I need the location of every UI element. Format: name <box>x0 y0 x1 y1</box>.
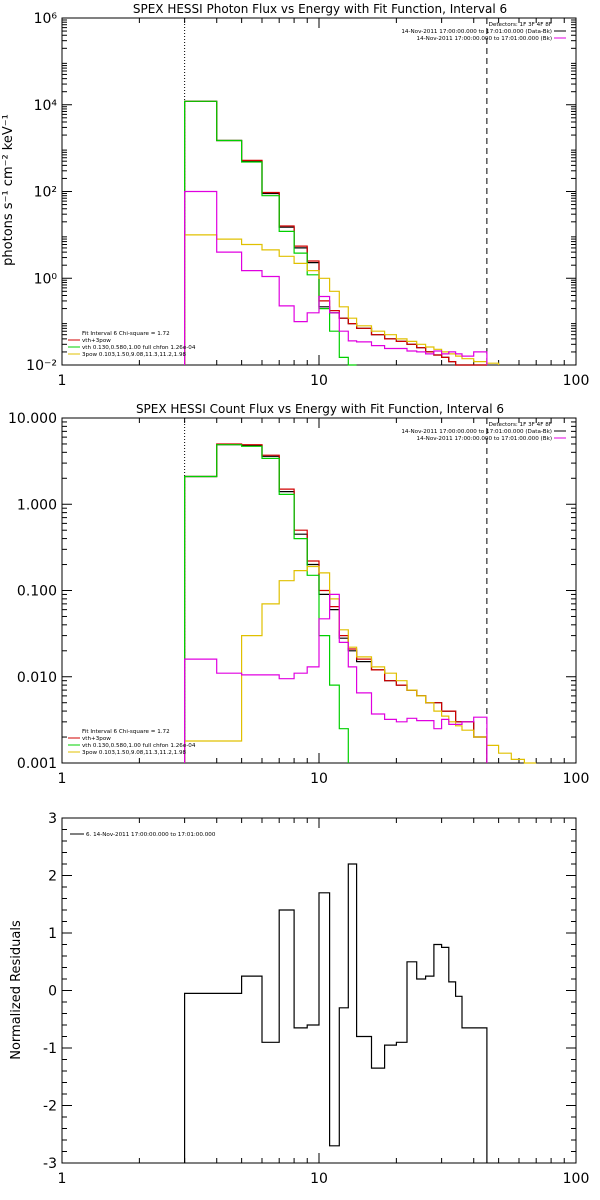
legend-entry-0: Fit Interval 6 Chi-square = 1.72 <box>82 331 170 337</box>
series-line-1-1 <box>184 443 488 763</box>
x-tick-label-1: 100 <box>563 771 590 787</box>
y-tick-label-1: 0.010 <box>17 670 57 686</box>
y-tick-label-0: 10⁴ <box>34 98 58 114</box>
y-tick-label-2: -3 <box>43 1156 57 1172</box>
legend-entry-0: vth 0.130,0.580,1.00 full chfon 1.26e-04 <box>82 345 196 351</box>
y-tick-label-2: -2 <box>43 1099 57 1115</box>
photon-flux-title: SPEX HESSI Photon Flux vs Energy with Fi… <box>133 2 507 16</box>
legend-entry-0: 3pow 0.103,1.50,9.08,11.3,11.2,1.98 <box>82 352 187 358</box>
series-line-1-3 <box>184 565 537 764</box>
x-tick-label-1: 1 <box>58 771 67 787</box>
x-tick-label-1: 10 <box>310 771 328 787</box>
series-line-0-1 <box>184 100 487 366</box>
y-tick-label-0: 10⁻² <box>26 358 57 374</box>
x-tick-label-2: 100 <box>563 1171 590 1187</box>
series-line-0-2 <box>184 100 357 366</box>
y-tick-label-1: 10.000 <box>8 411 57 427</box>
series-line-2-0 <box>184 863 488 1163</box>
x-tick-label-2: 1 <box>58 1171 67 1187</box>
series-line-0-4 <box>184 190 488 365</box>
legend-entry-1: 3pow 0.103,1.50,9.08,11.3,11.2,1.98 <box>82 750 187 756</box>
y-tick-label-2: -1 <box>43 1041 57 1057</box>
legend-entry-0: 14-Nov-2011 17:00:00.000 to 17:01:00.000… <box>401 29 552 35</box>
legend-entry-1: 14-Nov-2011 17:00:00.000 to 17:01:00.000… <box>401 429 552 435</box>
photon-flux-panel: SPEX HESSI Photon Flux vs Energy with Fi… <box>1 2 589 389</box>
legend-entry-1: vth 0.130,0.580,1.00 full chfon 1.26e-04 <box>82 743 196 749</box>
x-tick-label-0: 10 <box>310 373 328 389</box>
x-tick-label-0: 100 <box>563 373 590 389</box>
count-flux-panel: SPEX HESSI Count Flux vs Energy with Fit… <box>8 402 589 787</box>
y-tick-label-2: 1 <box>48 926 57 942</box>
legend-entry-1: Detectors: 1F 3F 4F 8F <box>489 422 552 428</box>
x-tick-label-2: 10 <box>310 1171 328 1187</box>
y-tick-label-0: 10⁰ <box>34 271 58 287</box>
series-line-1-4 <box>184 593 488 763</box>
series-line-1-2 <box>184 444 349 763</box>
legend-entry-0: Detectors: 1F 3F 4F 8F <box>489 22 552 28</box>
y-tick-label-0: 10² <box>34 185 57 201</box>
y-tick-label-0: 10⁶ <box>34 11 58 27</box>
residuals-ylabel: Normalized Residuals <box>9 920 24 1060</box>
legend-entry-1: Fit Interval 6 Chi-square = 1.72 <box>82 729 170 735</box>
series-line-0-3 <box>184 234 500 365</box>
y-tick-label-1: 1.000 <box>17 497 57 513</box>
legend-entry-2: 6. 14-Nov-2011 17:00:00.000 to 17:01:00.… <box>86 832 216 838</box>
y-tick-label-2: 3 <box>48 811 57 827</box>
residuals-panel: Normalized Residuals 1 10 100 -3 -2 -1 0 1 2 3 6. … <box>9 811 589 1187</box>
y-tick-label-1: 0.100 <box>17 584 57 600</box>
x-tick-label-0: 1 <box>58 373 67 389</box>
count-flux-title: SPEX HESSI Count Flux vs Energy with Fit… <box>136 402 504 416</box>
legend-entry-0: 14-Nov-2011 17:00:00.000 to 17:01:00.000… <box>417 36 552 42</box>
legend-entry-1: vth+3pow <box>82 736 111 742</box>
y-tick-label-2: 2 <box>48 869 57 885</box>
y-tick-label-1: 0.001 <box>17 756 57 772</box>
y-tick-label-2: 0 <box>48 984 57 1000</box>
legend-entry-0: vth+3pow <box>82 338 111 344</box>
legend-entry-1: 14-Nov-2011 17:00:00.000 to 17:01:00.000… <box>417 436 552 442</box>
photon-flux-ylabel: photons s⁻¹ cm⁻² keV⁻¹ <box>1 114 16 266</box>
